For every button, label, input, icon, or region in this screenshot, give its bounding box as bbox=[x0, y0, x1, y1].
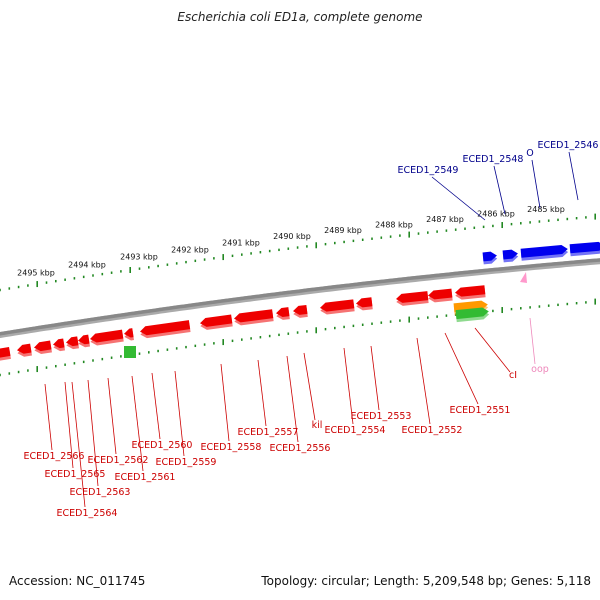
scale-label: 2489 kbp bbox=[324, 226, 362, 235]
label-leader bbox=[303, 352, 316, 421]
label-leader bbox=[370, 345, 380, 411]
scale-label: 2488 kbp bbox=[375, 220, 413, 229]
label-leader bbox=[431, 176, 486, 221]
gene-label: ECED1_2559 bbox=[156, 457, 217, 468]
accession-text: Accession: NC_011745 bbox=[9, 574, 146, 588]
reverse-gene-arrow bbox=[0, 346, 11, 362]
label-leader bbox=[493, 165, 506, 215]
gene-label: ECED1_2556 bbox=[270, 443, 331, 454]
gene-label: ECED1_2566 bbox=[24, 451, 85, 462]
map-title: Escherichia coli ED1a, complete genome bbox=[177, 10, 423, 24]
label-leader bbox=[444, 332, 479, 405]
backbone-shadow bbox=[0, 258, 600, 339]
label-leader bbox=[71, 381, 86, 508]
gene-label: cI bbox=[509, 370, 517, 381]
rna-feature bbox=[124, 346, 136, 358]
gene-label: kil bbox=[312, 420, 323, 431]
gene-label: ECED1_2557 bbox=[238, 427, 299, 438]
genome-backbone bbox=[0, 258, 600, 339]
reverse-gene-arrow bbox=[66, 336, 79, 350]
scale-label: 2485 kbp bbox=[527, 205, 565, 214]
reverse-gene-arrow bbox=[276, 307, 290, 320]
scale-label: 2490 kbp bbox=[273, 232, 311, 241]
label-leader bbox=[220, 363, 230, 442]
gene-label: ECED1_2548 bbox=[463, 154, 524, 165]
gene-label: ECED1_2563 bbox=[70, 487, 131, 498]
backbone-line bbox=[0, 258, 600, 336]
inner-scale-ticks bbox=[0, 298, 597, 377]
genome-summary-text: Topology: circular; Length: 5,209,548 bp… bbox=[261, 574, 591, 588]
reverse-gene-arrow bbox=[200, 314, 233, 330]
label-leader bbox=[474, 327, 511, 373]
label-leader bbox=[44, 383, 53, 451]
gene-label: ECED1_2564 bbox=[57, 508, 118, 519]
gene-label: ECED1_2558 bbox=[201, 442, 262, 453]
label-leader-lines bbox=[44, 151, 579, 508]
reverse-gene-arrow bbox=[90, 329, 124, 346]
reverse-gene-arrow bbox=[455, 285, 486, 300]
forward-gene-arrow bbox=[569, 241, 600, 257]
pseudo-marker bbox=[520, 272, 527, 283]
label-leader bbox=[529, 317, 536, 365]
gene-label: ECED1_2553 bbox=[351, 411, 412, 422]
outer-scale-ticks bbox=[0, 213, 597, 292]
scale-label: 2491 kbp bbox=[222, 239, 260, 248]
label-leader bbox=[107, 377, 117, 455]
gene-label: ECED1_2551 bbox=[450, 405, 511, 416]
gene-label: ECED1_2561 bbox=[115, 472, 176, 483]
scale-label: 2486 kbp bbox=[477, 210, 515, 219]
label-leader bbox=[531, 159, 541, 209]
reverse-gene-arrow bbox=[293, 304, 308, 318]
rna-feature bbox=[455, 307, 490, 323]
reverse-gene-arrow bbox=[17, 343, 33, 357]
label-leader bbox=[174, 370, 185, 457]
label-leader bbox=[64, 381, 74, 469]
forward-gene-arrow bbox=[502, 249, 519, 263]
label-leader bbox=[568, 151, 579, 201]
reverse-gene-arrow bbox=[234, 309, 274, 326]
gene-label: ECED1_2549 bbox=[398, 165, 459, 176]
label-leader bbox=[131, 375, 144, 472]
reverse-gene-arrow bbox=[356, 297, 373, 311]
scale-label: 2495 kbp bbox=[17, 268, 55, 277]
label-leader bbox=[87, 379, 99, 487]
scale-label: 2487 kbp bbox=[426, 215, 464, 224]
gene-label: ECED1_2562 bbox=[88, 455, 149, 466]
scale-label: 2492 kbp bbox=[171, 246, 209, 255]
scale-label: 2494 kbp bbox=[68, 260, 106, 269]
gene-label: oop bbox=[531, 364, 549, 375]
reverse-gene-arrow bbox=[140, 320, 191, 339]
forward-gene-arrow bbox=[520, 245, 569, 261]
label-leader bbox=[151, 372, 161, 440]
reverse-gene-arrow bbox=[396, 291, 429, 306]
label-leader bbox=[343, 347, 354, 425]
reverse-gene-arrow bbox=[53, 338, 66, 352]
gene-label: O bbox=[526, 148, 533, 159]
gene-features bbox=[0, 241, 600, 362]
gene-label: ECED1_2565 bbox=[45, 469, 106, 480]
reverse-gene-arrow bbox=[124, 328, 134, 341]
gene-label: ECED1_2560 bbox=[132, 440, 193, 451]
gene-label: ECED1_2546 bbox=[538, 140, 599, 151]
label-leader bbox=[286, 355, 299, 443]
gene-label: ECED1_2552 bbox=[402, 425, 463, 436]
gene-label: ECED1_2554 bbox=[325, 425, 386, 436]
reverse-gene-arrow bbox=[34, 340, 52, 355]
forward-gene-arrow bbox=[482, 251, 498, 265]
kbp-scale-labels: 2485 kbp 2486 kbp 2487 kbp 2488 kbp 2489 kbp… bbox=[17, 205, 565, 277]
reverse-gene-arrow bbox=[320, 299, 355, 315]
label-leader bbox=[416, 337, 431, 425]
scale-label: 2493 kbp bbox=[120, 253, 158, 262]
label-leader bbox=[257, 359, 267, 427]
reverse-gene-arrow bbox=[78, 334, 90, 348]
reverse-gene-arrow bbox=[428, 288, 453, 303]
